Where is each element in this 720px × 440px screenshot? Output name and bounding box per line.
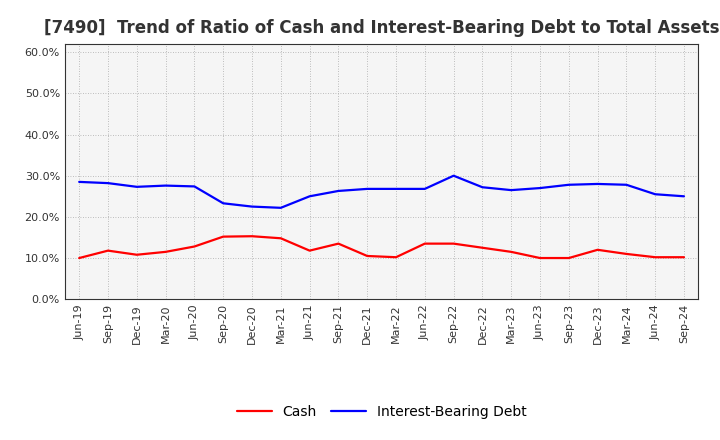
Cash — [161, 249, 170, 254]
Cash — [680, 255, 688, 260]
Cash — [132, 252, 141, 257]
Cash — [449, 241, 458, 246]
Cash — [75, 255, 84, 260]
Interest-Bearing Debt — [392, 186, 400, 191]
Interest-Bearing Debt — [363, 186, 372, 191]
Title: [7490]  Trend of Ratio of Cash and Interest-Bearing Debt to Total Assets: [7490] Trend of Ratio of Cash and Intere… — [44, 19, 719, 37]
Legend: Cash, Interest-Bearing Debt: Cash, Interest-Bearing Debt — [231, 400, 532, 425]
Cash — [392, 255, 400, 260]
Interest-Bearing Debt — [75, 179, 84, 184]
Interest-Bearing Debt — [248, 204, 256, 209]
Interest-Bearing Debt — [478, 185, 487, 190]
Interest-Bearing Debt — [276, 205, 285, 210]
Cash — [478, 245, 487, 250]
Line: Interest-Bearing Debt: Interest-Bearing Debt — [79, 176, 684, 208]
Interest-Bearing Debt — [132, 184, 141, 190]
Cash — [334, 241, 343, 246]
Cash — [190, 244, 199, 249]
Cash — [276, 236, 285, 241]
Cash — [507, 249, 516, 254]
Interest-Bearing Debt — [622, 182, 631, 187]
Interest-Bearing Debt — [219, 201, 228, 206]
Interest-Bearing Debt — [507, 187, 516, 193]
Interest-Bearing Debt — [334, 188, 343, 194]
Interest-Bearing Debt — [564, 182, 573, 187]
Interest-Bearing Debt — [536, 185, 544, 191]
Interest-Bearing Debt — [305, 194, 314, 199]
Cash — [363, 253, 372, 259]
Interest-Bearing Debt — [651, 191, 660, 197]
Cash — [420, 241, 429, 246]
Cash — [305, 248, 314, 253]
Cash — [593, 247, 602, 253]
Cash — [622, 251, 631, 257]
Cash — [248, 234, 256, 239]
Interest-Bearing Debt — [593, 181, 602, 187]
Cash — [651, 255, 660, 260]
Line: Cash: Cash — [79, 236, 684, 258]
Cash — [564, 255, 573, 260]
Interest-Bearing Debt — [449, 173, 458, 178]
Interest-Bearing Debt — [190, 184, 199, 189]
Cash — [536, 255, 544, 260]
Interest-Bearing Debt — [104, 180, 112, 186]
Interest-Bearing Debt — [420, 186, 429, 191]
Cash — [104, 248, 112, 253]
Interest-Bearing Debt — [161, 183, 170, 188]
Interest-Bearing Debt — [680, 194, 688, 199]
Cash — [219, 234, 228, 239]
